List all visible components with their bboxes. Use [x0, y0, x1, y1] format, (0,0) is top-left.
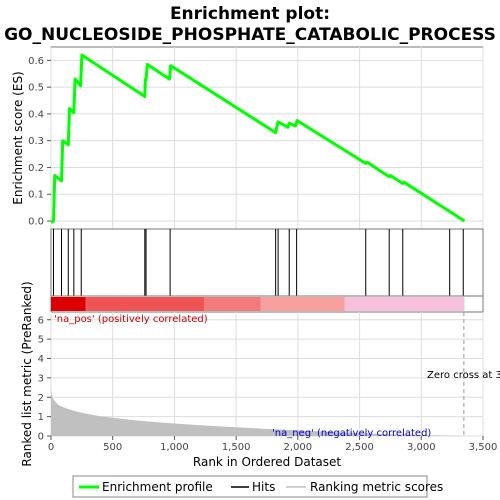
x-tick-label: 1,000 [160, 442, 189, 453]
es-y-tick-label: 0.2 [28, 163, 44, 174]
metric-panel: 'na_pos' (positively correlated) 'na_neg… [20, 281, 500, 469]
metric-y-ticks: 0 1 2 3 4 5 6 [38, 315, 51, 443]
ranking-metric-area [51, 389, 464, 436]
zero-cross-label: Zero cross at 3 [427, 370, 500, 381]
es-y-tick-label: 0.3 [28, 136, 44, 147]
metric-y-tick-label: 4 [38, 354, 44, 365]
es-y-tick-label: 0.4 [28, 109, 44, 120]
heat-bar-panel [50, 295, 484, 313]
metric-y-tick-label: 2 [38, 393, 44, 404]
metric-plot-frame [50, 311, 484, 437]
legend-label-hits: Hits [252, 480, 275, 494]
hits-panel [50, 228, 484, 297]
legend-label-enrichment: Enrichment profile [102, 480, 213, 494]
heat-bar-segment [260, 297, 345, 311]
hit-lines [52, 229, 464, 296]
x-axis-label: Rank in Ordered Dataset [193, 455, 341, 469]
x-tick-label: 1,500 [222, 442, 251, 453]
es-plot-frame [50, 46, 484, 230]
heat-bar-segment [204, 297, 261, 311]
es-y-tick-label: 0.6 [28, 56, 44, 67]
neg-correlated-label: 'na_neg' (negatively correlated) [272, 428, 431, 439]
legend: Enrichment profile Hits Ranking metric s… [72, 475, 443, 498]
es-y-tick-label: 0.1 [28, 190, 44, 201]
metric-x-ticks: 0 500 1,000 1,500 2,000 2,500 3,000 3,500 [48, 436, 498, 453]
es-y-ticks: 0.0 0.1 0.2 0.3 0.4 0.5 0.6 [28, 56, 51, 227]
es-y-tick-label: 0.0 [28, 216, 44, 227]
heat-bar-segment [51, 297, 86, 311]
hits-frame [50, 228, 484, 297]
enrichment-profile-line [50, 53, 466, 224]
metric-y-tick-label: 3 [38, 373, 44, 384]
es-panel: 0.0 0.1 0.2 0.3 0.4 0.5 0.6 Enrichment score (… [11, 46, 484, 230]
heat-bar-segment [344, 297, 465, 311]
metric-y-tick-label: 5 [38, 335, 44, 346]
legend-label-ranking: Ranking metric scores [310, 480, 443, 494]
metric-y-tick-label: 0 [38, 432, 44, 443]
es-y-axis-label: Enrichment score (ES) [11, 71, 25, 204]
metric-y-tick-label: 6 [38, 315, 44, 326]
x-tick-label: 2,500 [345, 442, 374, 453]
heat-bar-segments [51, 297, 465, 311]
legend-box [72, 475, 428, 498]
chart-title-line2: GO_NUCLEOSIDE_PHOSPHATE_CATABOLIC_PROCES… [4, 25, 496, 45]
metric-y-axis-label: Ranked list metric (PreRanked) [20, 281, 34, 466]
heat-bar-segment [85, 297, 205, 311]
x-tick-label: 3,500 [469, 442, 498, 453]
pos-correlated-label: 'na_pos' (positively correlated) [54, 314, 208, 325]
es-grid [50, 47, 484, 229]
es-y-tick-label: 0.5 [28, 83, 44, 94]
metric-y-tick-label: 1 [38, 412, 44, 423]
x-tick-label: 3,000 [407, 442, 436, 453]
x-tick-label: 2,000 [284, 442, 313, 453]
x-tick-label: 0 [48, 442, 54, 453]
x-tick-label: 500 [103, 442, 122, 453]
chart-title-line1: Enrichment plot: [170, 4, 330, 24]
